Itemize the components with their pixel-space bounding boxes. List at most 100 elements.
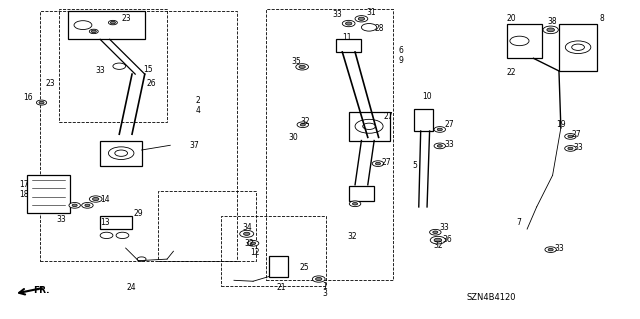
Text: 1: 1 — [322, 282, 326, 291]
Text: 13: 13 — [100, 218, 110, 227]
Bar — [27, 175, 70, 213]
Circle shape — [244, 232, 250, 235]
Text: 25: 25 — [300, 263, 309, 271]
Text: 4: 4 — [196, 106, 200, 115]
Bar — [269, 256, 288, 277]
Circle shape — [247, 241, 259, 246]
Text: 29: 29 — [134, 209, 143, 218]
Text: 5: 5 — [412, 161, 417, 170]
Circle shape — [565, 41, 591, 54]
Circle shape — [358, 17, 365, 20]
Circle shape — [113, 63, 125, 69]
Bar — [559, 24, 597, 71]
Text: 33: 33 — [333, 10, 342, 19]
Text: 22: 22 — [507, 68, 516, 77]
Circle shape — [108, 147, 134, 160]
Circle shape — [137, 257, 146, 261]
Text: FR.: FR. — [33, 286, 50, 295]
Text: 30: 30 — [288, 133, 298, 142]
Text: 32: 32 — [301, 117, 310, 126]
Text: 7: 7 — [516, 218, 521, 227]
Circle shape — [296, 64, 308, 70]
Text: 32: 32 — [433, 241, 443, 250]
Text: 31: 31 — [367, 8, 376, 17]
Text: 35: 35 — [291, 57, 301, 66]
Text: 11: 11 — [342, 33, 352, 42]
Circle shape — [568, 147, 573, 150]
Circle shape — [434, 238, 442, 242]
Text: 2: 2 — [196, 97, 200, 106]
Circle shape — [110, 21, 115, 24]
Text: 18: 18 — [19, 190, 29, 199]
Circle shape — [85, 204, 90, 207]
Circle shape — [430, 236, 445, 244]
Circle shape — [429, 229, 441, 235]
Circle shape — [437, 145, 442, 147]
Bar — [266, 9, 394, 280]
Bar — [40, 11, 237, 261]
Text: 32: 32 — [348, 233, 357, 241]
Text: 23: 23 — [46, 79, 56, 88]
Text: 15: 15 — [143, 65, 152, 74]
Circle shape — [300, 123, 305, 126]
Circle shape — [72, 204, 77, 207]
Circle shape — [90, 196, 102, 202]
Text: 32: 32 — [244, 239, 254, 248]
Bar — [221, 216, 326, 286]
Text: 20: 20 — [507, 14, 516, 23]
Text: 27: 27 — [572, 130, 581, 139]
Text: 34: 34 — [243, 223, 252, 232]
Circle shape — [548, 249, 553, 251]
Circle shape — [90, 29, 99, 33]
Circle shape — [74, 21, 92, 30]
Circle shape — [437, 128, 442, 131]
Circle shape — [36, 100, 47, 105]
Bar — [336, 39, 362, 52]
Circle shape — [568, 135, 573, 138]
Text: 27: 27 — [384, 112, 394, 121]
Circle shape — [346, 22, 352, 25]
Text: 33: 33 — [554, 243, 564, 253]
Text: 38: 38 — [547, 18, 557, 26]
Bar — [507, 24, 541, 58]
Circle shape — [434, 127, 445, 132]
Circle shape — [69, 203, 81, 208]
Circle shape — [353, 203, 358, 205]
Circle shape — [433, 231, 438, 234]
Circle shape — [116, 232, 129, 239]
Bar — [100, 141, 141, 166]
Circle shape — [316, 278, 322, 281]
Circle shape — [372, 161, 384, 167]
Circle shape — [39, 101, 44, 104]
Circle shape — [547, 28, 554, 32]
Circle shape — [543, 26, 558, 33]
Text: 8: 8 — [599, 14, 604, 23]
Circle shape — [434, 143, 445, 149]
Text: 14: 14 — [100, 195, 110, 204]
Circle shape — [93, 197, 99, 201]
Text: 33: 33 — [573, 143, 583, 152]
Circle shape — [355, 119, 383, 133]
Text: 33: 33 — [444, 140, 454, 149]
Bar — [100, 216, 132, 229]
Text: 19: 19 — [556, 120, 565, 129]
Circle shape — [82, 203, 93, 208]
Circle shape — [108, 20, 117, 25]
Text: 3: 3 — [322, 289, 327, 298]
Circle shape — [297, 122, 308, 128]
Text: 12: 12 — [250, 248, 259, 257]
Circle shape — [363, 123, 376, 130]
Text: 16: 16 — [23, 93, 33, 102]
Text: 37: 37 — [189, 141, 199, 150]
Text: 21: 21 — [276, 283, 286, 292]
Text: 24: 24 — [127, 283, 136, 292]
Text: 33: 33 — [57, 215, 67, 224]
Bar — [157, 191, 256, 261]
Bar — [414, 109, 433, 131]
Circle shape — [355, 16, 368, 22]
Text: 6: 6 — [398, 46, 403, 55]
Text: 23: 23 — [121, 14, 131, 23]
Circle shape — [376, 162, 381, 165]
Circle shape — [564, 145, 576, 151]
Bar — [349, 186, 374, 201]
